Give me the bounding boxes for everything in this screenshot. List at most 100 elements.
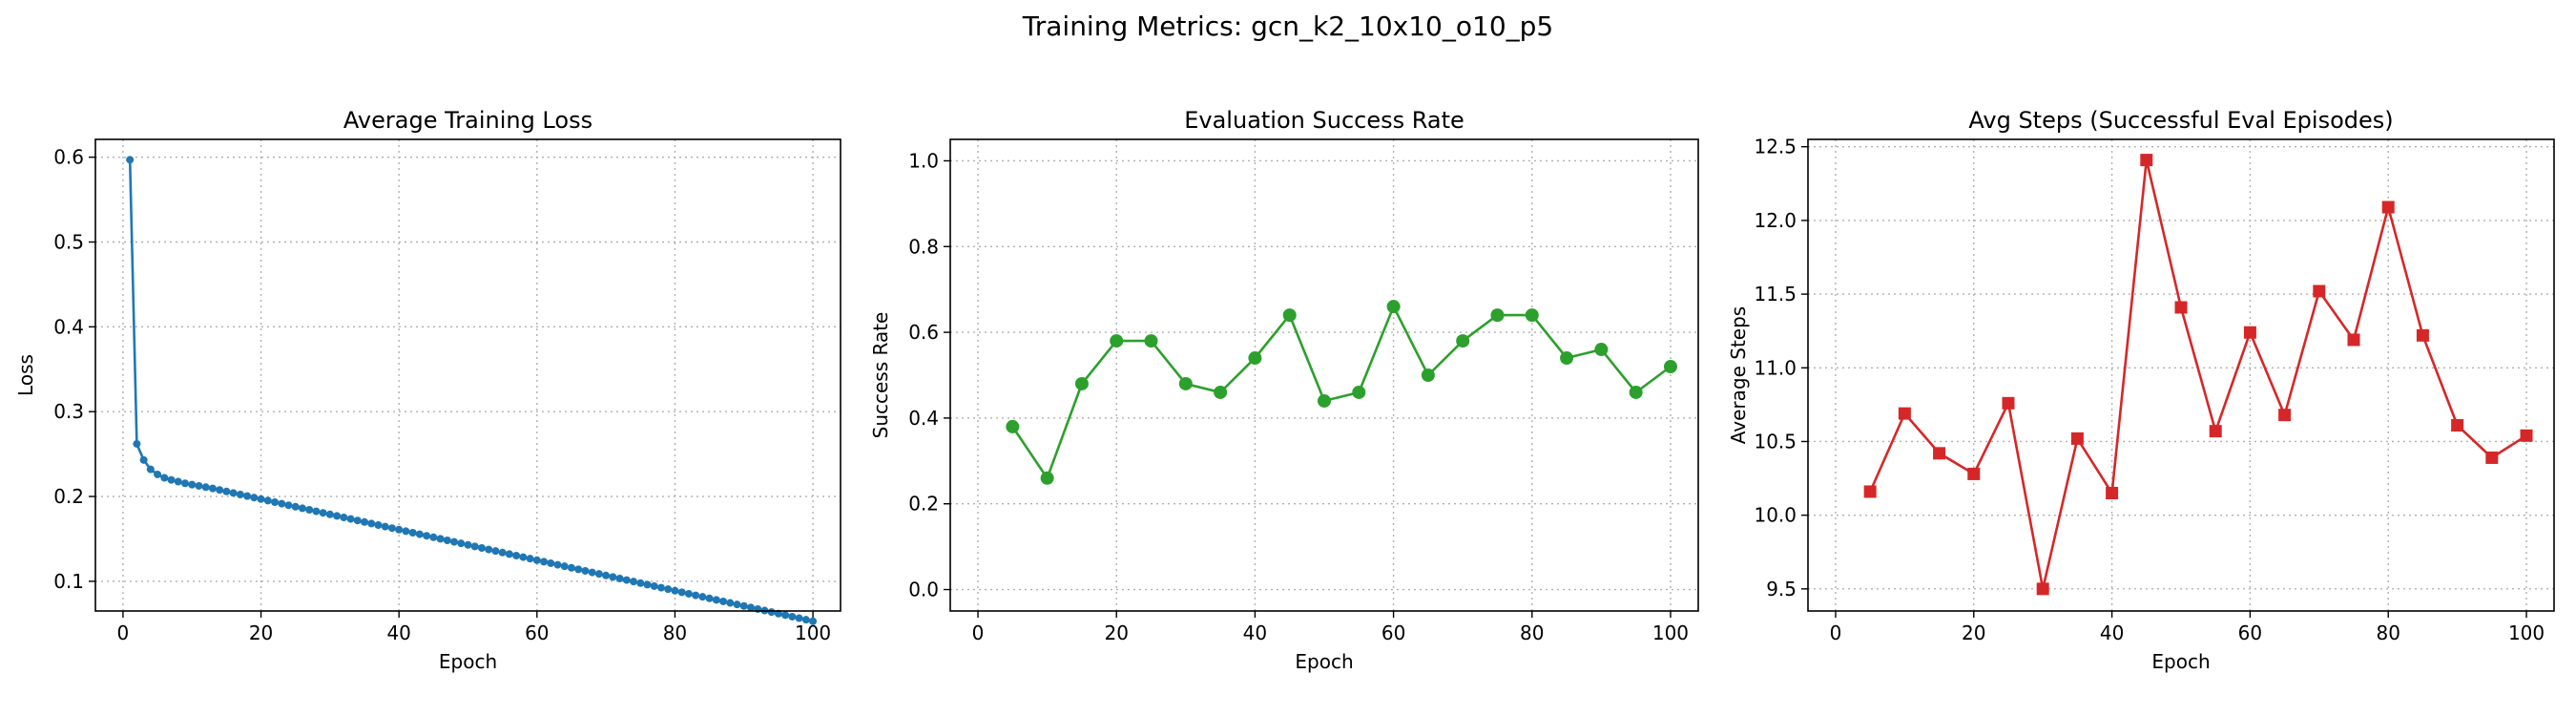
- data-point: [1040, 471, 1054, 485]
- data-point: [1456, 334, 1470, 348]
- y-tick-label: 0.6: [908, 321, 939, 344]
- data-point: [519, 553, 528, 561]
- plot-frame: [94, 138, 841, 612]
- data-point: [795, 614, 803, 622]
- data-point: [594, 570, 603, 579]
- data-point: [705, 594, 714, 602]
- data-point: [1629, 385, 1643, 399]
- data-point: [602, 571, 611, 579]
- data-point: [664, 585, 673, 594]
- data-point: [195, 481, 203, 490]
- data-point: [1178, 376, 1193, 390]
- data-point: [436, 535, 445, 543]
- data-point: [139, 455, 148, 464]
- data-point: [154, 470, 162, 478]
- data-point: [340, 513, 348, 521]
- y-tick-label: 0.2: [53, 485, 84, 508]
- data-point: [353, 516, 362, 525]
- data-point: [512, 551, 521, 559]
- x-tick-label: 100: [2508, 621, 2545, 644]
- x-tick-label: 20: [1104, 621, 1128, 644]
- data-point: [1110, 334, 1124, 348]
- data-point: [133, 439, 141, 448]
- data-point: [319, 509, 327, 517]
- chart-title: Avg Steps (Successful Eval Episodes): [1968, 107, 2393, 134]
- data-point: [588, 568, 596, 577]
- data-point: [733, 600, 741, 609]
- data-point: [188, 480, 197, 489]
- data-point: [712, 596, 720, 604]
- data-point: [450, 537, 459, 546]
- data-point: [374, 520, 383, 529]
- data-point: [2002, 396, 2015, 410]
- data-point: [174, 477, 182, 486]
- data-point: [216, 486, 224, 495]
- x-tick-label: 60: [2238, 621, 2262, 644]
- data-point: [443, 536, 451, 544]
- data-point: [1863, 485, 1877, 498]
- y-tick-label: 11.5: [1754, 283, 1797, 305]
- data-point: [222, 487, 231, 495]
- y-tick-label: 12.5: [1754, 136, 1797, 158]
- chart-panel-1: 0 20 40 60 80 100 0.1 0.2 0.3 0.4 0.5 0.6 Average Tr…: [14, 107, 841, 673]
- y-tick-label: 0.4: [53, 315, 84, 338]
- data-point: [126, 156, 135, 164]
- data-point: [1318, 393, 1331, 408]
- data-point: [809, 617, 818, 625]
- data-point: [671, 586, 679, 595]
- data-point: [2106, 487, 2119, 499]
- data-point: [1248, 351, 1262, 366]
- data-point: [609, 573, 617, 581]
- data-point: [1421, 369, 1435, 382]
- y-tick-label: 10.5: [1754, 430, 1797, 453]
- data-point: [547, 558, 555, 567]
- figure-title: Training Metrics: gcn_k2_10x10_o10_p5: [1022, 11, 1553, 42]
- data-point: [746, 603, 755, 612]
- y-axis-label: Loss: [14, 354, 37, 396]
- data-point: [457, 539, 466, 548]
- data-point: [1074, 376, 1089, 390]
- data-point: [567, 563, 575, 572]
- data-point: [367, 519, 376, 528]
- x-tick-label: 100: [1652, 621, 1689, 644]
- data-point: [1144, 334, 1158, 348]
- x-tick-label: 80: [2376, 621, 2399, 644]
- x-axis-label: Epoch: [1295, 650, 1353, 673]
- data-point: [643, 580, 652, 589]
- data-point: [1282, 308, 1297, 323]
- x-tick-label: 20: [1962, 621, 1985, 644]
- data-point: [361, 517, 369, 526]
- data-point: [1594, 343, 1609, 357]
- x-tick-label: 40: [2100, 621, 2124, 644]
- data-point: [1898, 407, 1911, 420]
- data-point: [560, 562, 569, 571]
- data-point: [581, 566, 590, 575]
- data-point: [395, 525, 404, 534]
- data-point: [470, 542, 479, 551]
- data-point: [229, 489, 238, 497]
- data-point: [201, 483, 210, 492]
- data-point: [250, 494, 259, 502]
- y-axis-label: Success Rate: [869, 312, 892, 439]
- data-point: [1352, 385, 1366, 399]
- data-point: [333, 512, 342, 520]
- x-tick-label: 40: [386, 621, 410, 644]
- data-point: [2140, 154, 2153, 167]
- data-point: [402, 527, 410, 536]
- data-point: [243, 492, 252, 500]
- data-point: [698, 593, 707, 601]
- data-point: [650, 581, 658, 590]
- data-point: [305, 506, 314, 515]
- x-tick-label: 40: [1243, 621, 1267, 644]
- data-point: [540, 558, 549, 566]
- x-axis-label: Epoch: [2151, 650, 2210, 673]
- series-line: [1869, 158, 2527, 591]
- data-point: [477, 543, 486, 552]
- x-axis-label: Epoch: [439, 650, 497, 673]
- x-tick-label: 80: [663, 621, 687, 644]
- y-tick-label: 11.0: [1754, 356, 1797, 379]
- data-point: [2036, 582, 2049, 596]
- data-point: [464, 540, 472, 549]
